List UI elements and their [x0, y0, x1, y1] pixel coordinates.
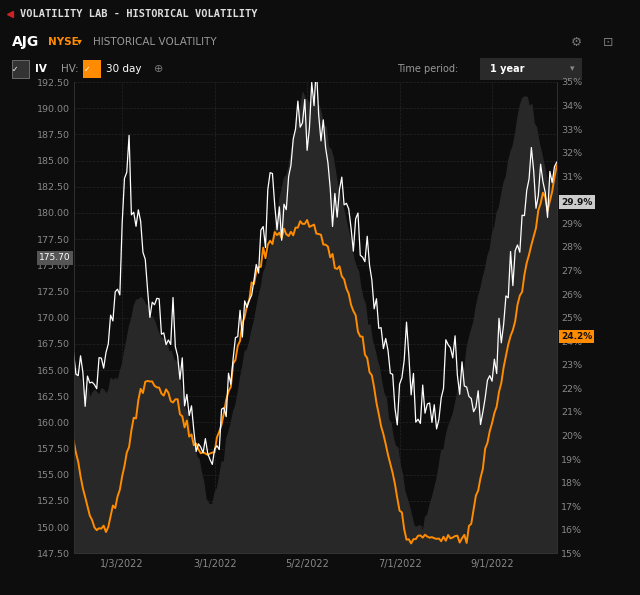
Text: ⚙: ⚙	[570, 36, 582, 49]
Text: NYSE: NYSE	[48, 37, 79, 47]
Text: ▾: ▾	[77, 36, 82, 46]
Text: ⊡: ⊡	[603, 36, 613, 49]
Text: AJG: AJG	[12, 35, 39, 49]
Text: VOLATILITY LAB - HISTORICAL VOLATILITY: VOLATILITY LAB - HISTORICAL VOLATILITY	[20, 9, 258, 19]
Text: 29.9%: 29.9%	[561, 198, 593, 206]
Text: 30 day: 30 day	[106, 64, 141, 74]
Text: Time period:: Time period:	[397, 64, 458, 74]
Text: 175.70: 175.70	[39, 253, 71, 262]
Text: ✓: ✓	[84, 64, 90, 74]
Text: HISTORICAL VOLATILITY: HISTORICAL VOLATILITY	[93, 37, 216, 47]
Text: IV: IV	[35, 64, 47, 74]
Text: ✓: ✓	[12, 64, 19, 74]
Text: ▾: ▾	[570, 64, 574, 73]
Bar	[83, 60, 101, 78]
Bar	[12, 60, 29, 78]
Text: 1 year: 1 year	[490, 64, 524, 74]
Text: 24.2%: 24.2%	[561, 332, 592, 341]
Bar	[480, 58, 582, 80]
Text: HV:: HV:	[61, 64, 79, 74]
Text: ⊕: ⊕	[154, 64, 163, 74]
